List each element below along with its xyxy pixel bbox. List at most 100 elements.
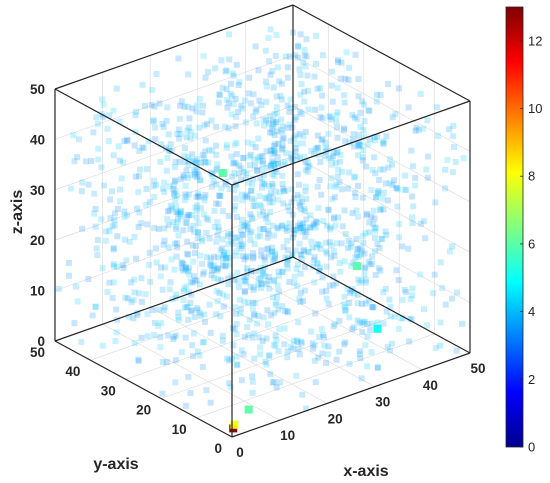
voxel [323, 295, 330, 302]
voxel [247, 211, 254, 218]
voxel [193, 242, 200, 249]
grid-line [292, 105, 471, 203]
voxel [187, 172, 194, 178]
voxel [361, 250, 368, 257]
voxel [195, 190, 202, 197]
voxel [193, 214, 200, 221]
voxel [131, 340, 138, 346]
voxel [219, 84, 226, 91]
voxel [237, 227, 244, 234]
voxel [278, 222, 285, 229]
voxel [223, 141, 230, 148]
voxel [294, 153, 301, 160]
voxel [375, 188, 382, 194]
voxel [117, 157, 123, 164]
voxel [284, 64, 291, 71]
voxel [248, 100, 254, 107]
voxel [287, 96, 294, 103]
voxel [321, 342, 328, 349]
voxel [140, 145, 147, 152]
voxel [220, 256, 227, 262]
voxel [359, 157, 366, 164]
voxel [332, 183, 339, 190]
voxel [106, 227, 113, 234]
voxel [241, 298, 248, 305]
voxel [369, 253, 375, 260]
voxel [314, 260, 321, 267]
voxel [93, 114, 100, 121]
voxel [237, 176, 244, 183]
voxel [248, 187, 255, 194]
voxel [208, 272, 215, 279]
voxel [266, 274, 273, 280]
voxel [264, 219, 271, 226]
voxel [242, 279, 249, 286]
voxel [423, 166, 430, 173]
voxel [342, 339, 349, 346]
voxel [295, 346, 302, 352]
voxel [271, 165, 278, 172]
voxel [230, 72, 237, 79]
voxel [79, 225, 86, 232]
voxel [172, 357, 179, 364]
voxel [184, 238, 191, 245]
voxel [314, 240, 321, 247]
voxel [135, 223, 142, 230]
voxel [215, 265, 222, 272]
colorbar-tick-label: 2 [528, 372, 535, 387]
voxel [355, 253, 362, 260]
voxel [398, 315, 405, 322]
voxel [262, 194, 269, 201]
voxel [263, 280, 270, 287]
voxel [194, 307, 201, 313]
voxel [258, 203, 265, 210]
voxel [250, 255, 256, 262]
voxel [250, 253, 257, 260]
voxel [401, 172, 408, 179]
voxel [412, 175, 419, 182]
voxel [298, 81, 305, 88]
voxel [262, 359, 269, 365]
voxel [330, 323, 337, 330]
voxel [338, 240, 345, 247]
voxel [352, 51, 359, 58]
voxel [92, 304, 99, 310]
x-tick-label: 10 [280, 428, 295, 443]
voxel [417, 220, 424, 227]
voxel [193, 174, 200, 180]
voxel [311, 150, 317, 157]
box-edge [231, 100, 471, 186]
voxel [391, 177, 398, 184]
voxel [293, 337, 300, 344]
voxel [286, 208, 293, 215]
colorbar [505, 6, 524, 448]
voxel [424, 322, 430, 329]
voxel [228, 238, 235, 245]
voxel [299, 256, 305, 263]
voxel [342, 75, 349, 82]
voxel [76, 136, 82, 143]
voxel [224, 275, 231, 282]
voxel [273, 384, 280, 391]
voxel [131, 289, 138, 296]
voxel [276, 78, 283, 85]
voxel [226, 261, 233, 268]
voxel [363, 212, 370, 219]
voxel [166, 183, 173, 190]
voxel [249, 373, 255, 380]
data-point [230, 420, 239, 429]
voxel [269, 194, 276, 201]
voxel [71, 158, 78, 165]
voxel [408, 316, 415, 323]
voxel [223, 86, 230, 93]
voxel [173, 240, 180, 247]
voxel [173, 291, 180, 298]
voxel [104, 125, 111, 132]
box-edge [292, 4, 471, 102]
voxel [197, 252, 204, 259]
voxel [92, 303, 99, 310]
voxel [304, 159, 311, 166]
voxel [262, 215, 269, 221]
voxel [437, 342, 443, 349]
